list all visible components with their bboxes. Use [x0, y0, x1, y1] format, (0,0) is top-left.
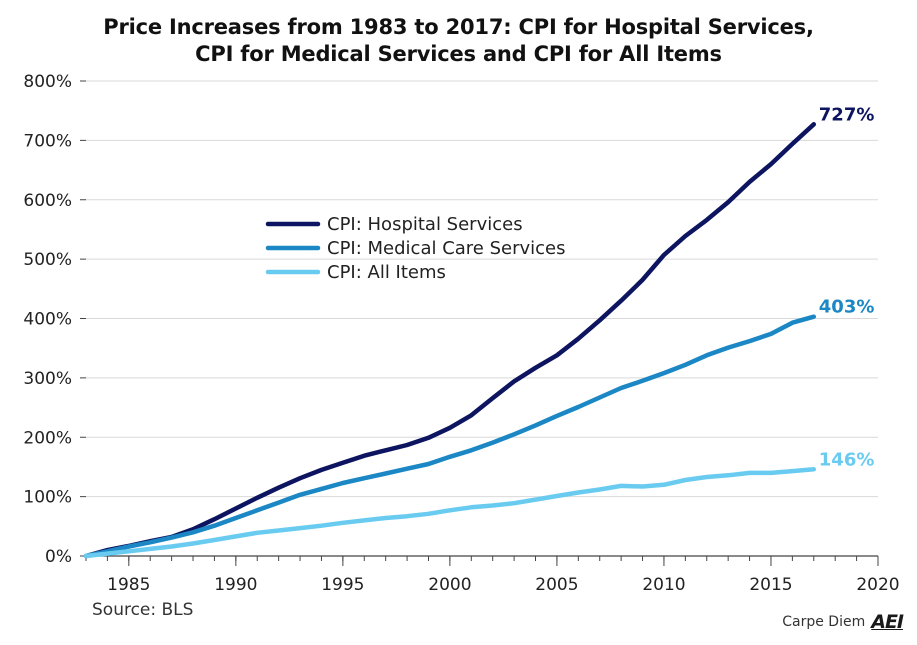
y-tick-label: 600%	[23, 191, 72, 211]
series-lines	[83, 122, 817, 559]
chart-title-line-2: CPI for Medical Services and CPI for All…	[195, 42, 722, 66]
chart-title: Price Increases from 1983 to 2017: CPI f…	[0, 14, 917, 68]
end-labels: 727% 403% 146%	[819, 104, 875, 470]
series-line-1	[83, 314, 817, 559]
y-tick-label: 800%	[23, 72, 72, 92]
grid-lines	[86, 80, 878, 498]
y-tick-label: 100%	[23, 488, 72, 508]
x-tick-label: 2005	[535, 575, 578, 595]
x-tick-label: 2015	[749, 575, 792, 595]
series-line-0	[83, 122, 817, 559]
aei-logo-icon: AEI	[871, 611, 904, 633]
x-tick-label: 2020	[856, 575, 899, 595]
x-axis: 1985 1990 1995 2000 2005 2010 2015 2020	[85, 555, 900, 595]
x-tick-label: 2010	[642, 575, 685, 595]
series-line-2	[83, 467, 817, 559]
brand-text: Carpe Diem	[782, 614, 866, 630]
x-tick-label: 2000	[428, 575, 471, 595]
y-tick-label: 400%	[23, 310, 72, 330]
legend-label-2: CPI: All Items	[327, 262, 446, 283]
chart-title-line-1: Price Increases from 1983 to 2017: CPI f…	[103, 15, 814, 39]
legend-label-0: CPI: Hospital Services	[327, 214, 523, 235]
y-tick-label: 200%	[23, 428, 72, 448]
end-label-1: 403%	[819, 297, 875, 318]
y-tick-label: 300%	[23, 369, 72, 389]
end-label-2: 146%	[819, 449, 875, 470]
y-tick-label: 500%	[23, 250, 72, 270]
brand-footer: Carpe Diem AEI	[782, 611, 904, 633]
y-tick-label: 700%	[23, 131, 72, 151]
legend-label-1: CPI: Medical Care Services	[327, 238, 566, 259]
y-tick-label: 0%	[45, 547, 72, 567]
x-tick-label: 1995	[321, 575, 364, 595]
y-axis: 0% 100% 200% 300% 400% 500% 600% 700% 800%	[23, 72, 86, 567]
x-tick-label: 1985	[107, 575, 150, 595]
end-label-0: 727%	[819, 104, 875, 125]
source-note: Source: BLS	[92, 600, 194, 620]
legend: CPI: Hospital Services CPI: Medical Care …	[265, 214, 566, 283]
x-tick-label: 1990	[214, 575, 257, 595]
